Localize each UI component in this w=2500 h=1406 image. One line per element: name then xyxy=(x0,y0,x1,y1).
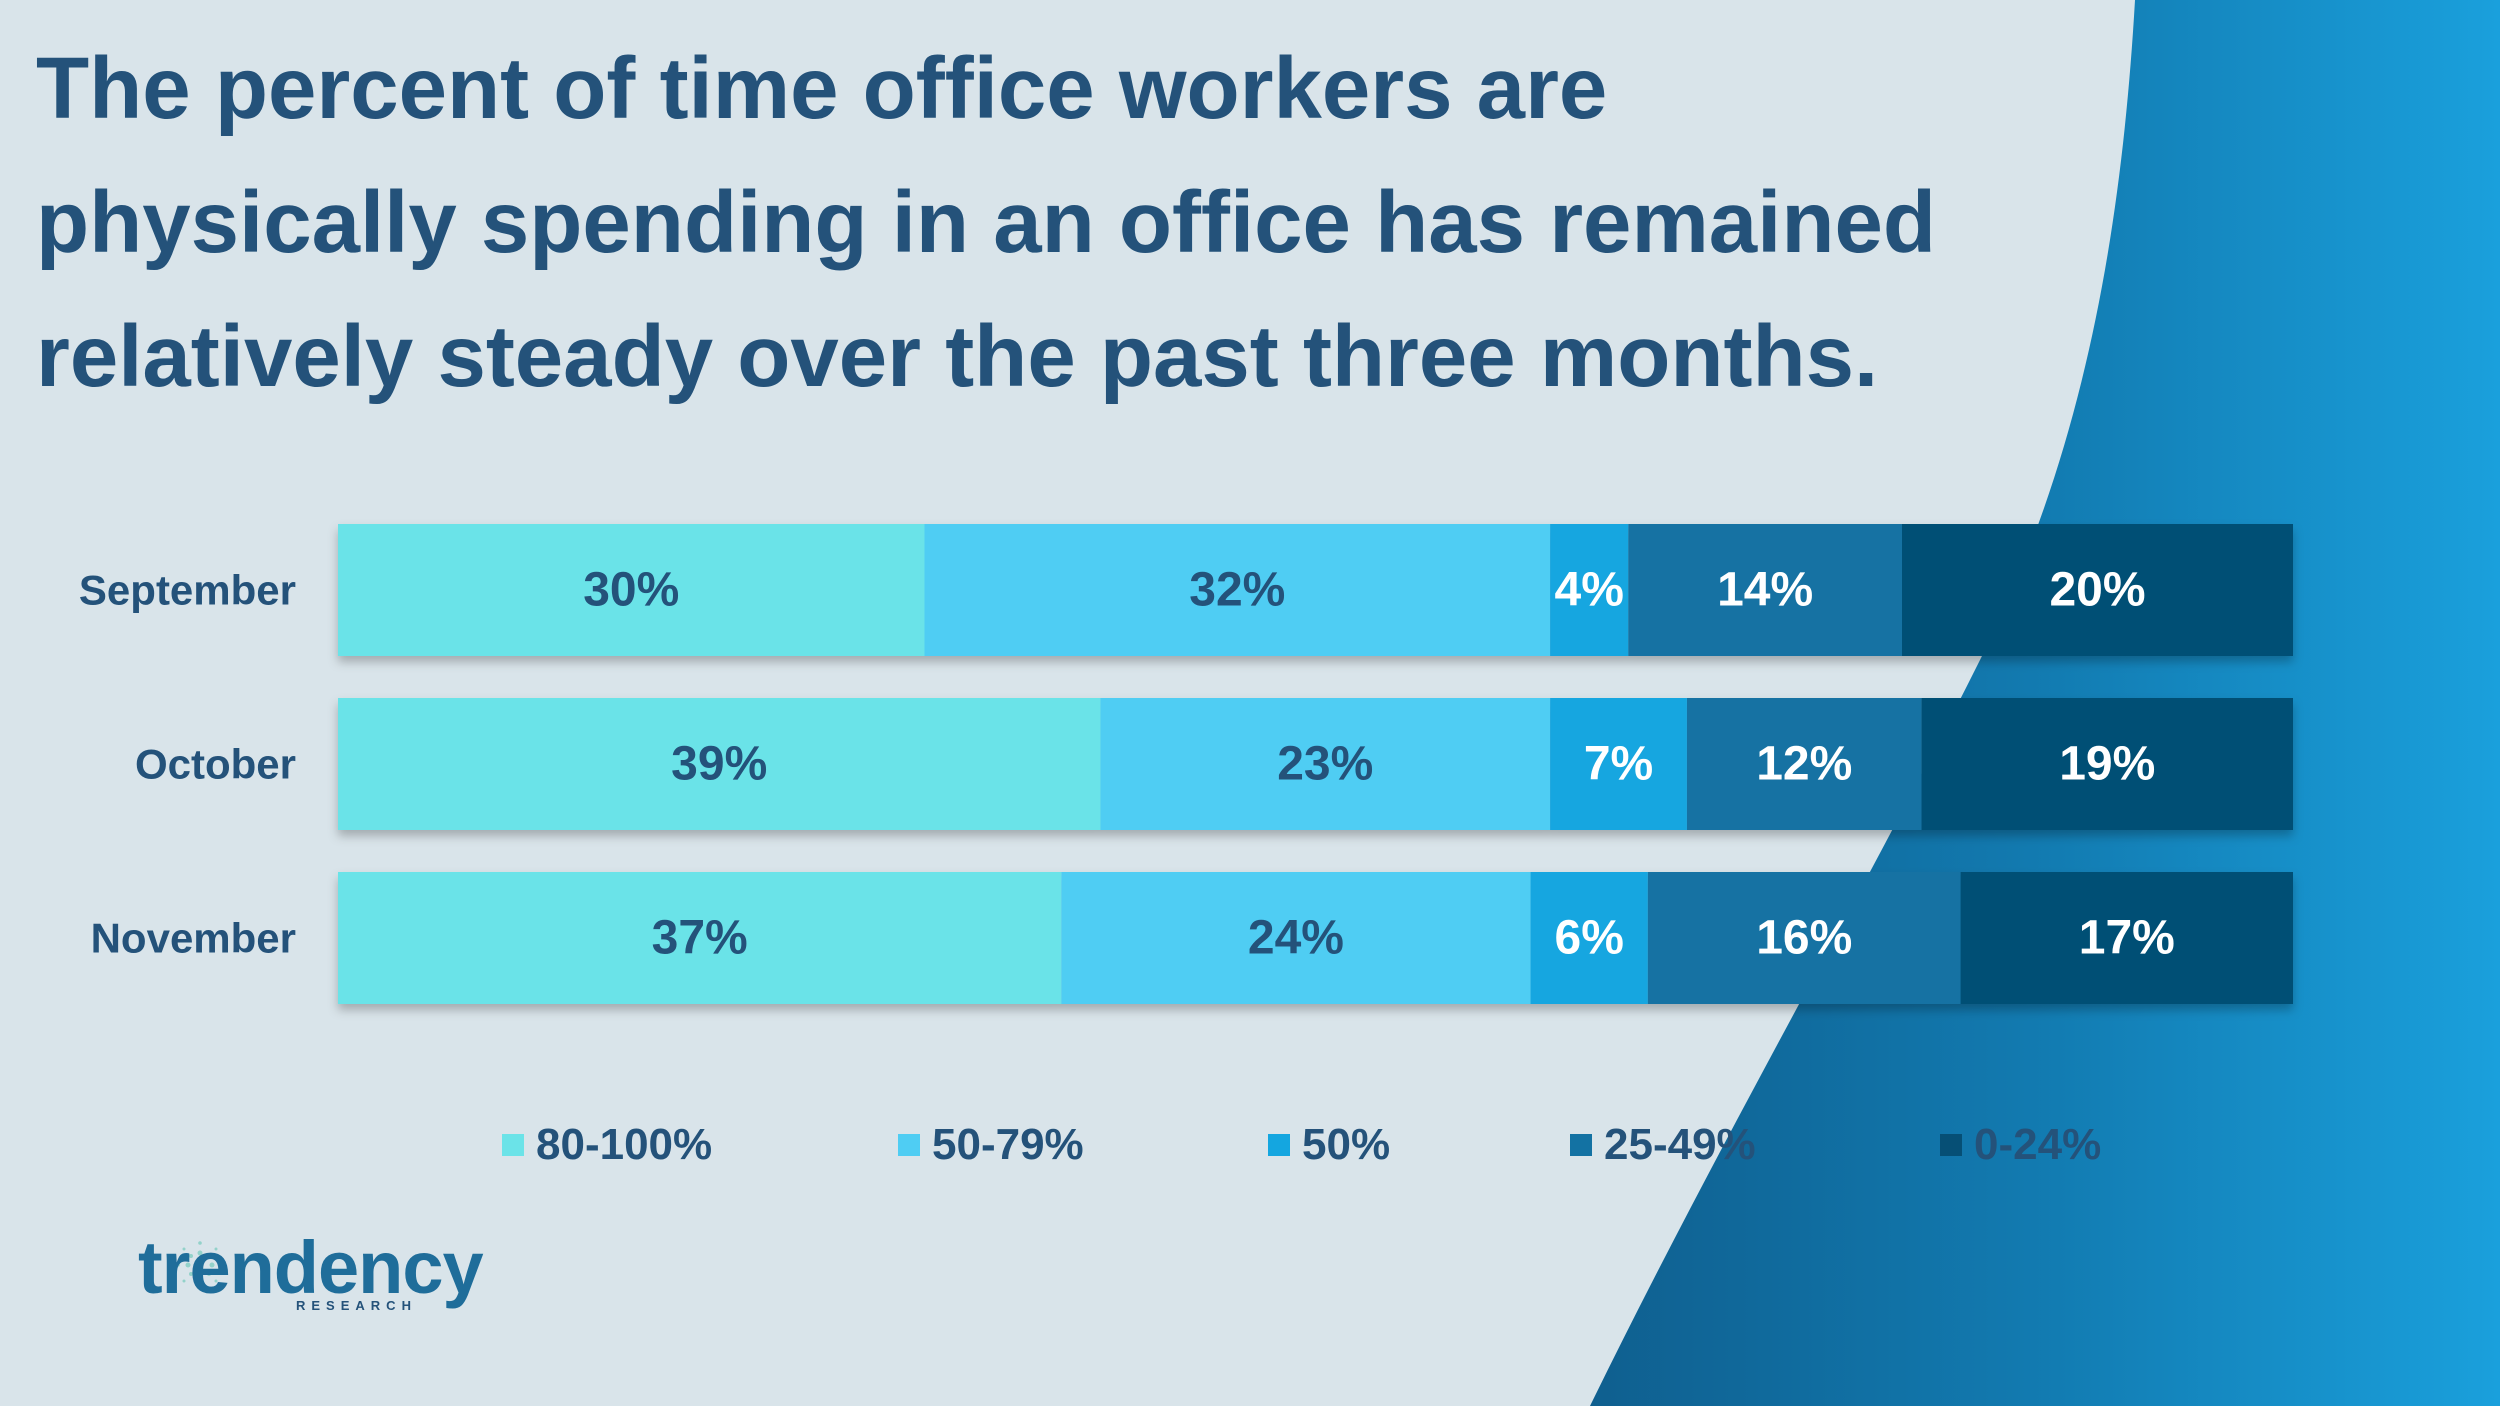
data-label: 16% xyxy=(1756,912,1852,965)
bar-segment xyxy=(1647,872,1961,1004)
data-label: 39% xyxy=(671,738,767,791)
title-line-2: physically spending in an office has rem… xyxy=(36,174,1937,271)
data-label: 32% xyxy=(1189,564,1285,617)
title-line-1: The percent of time office workers are xyxy=(36,40,1608,137)
logo-mark-icon xyxy=(176,1241,224,1289)
data-label: 19% xyxy=(2059,738,2155,791)
logo-subtitle: RESEARCH xyxy=(296,1298,417,1313)
bar-segment xyxy=(1550,524,1629,656)
data-label: 37% xyxy=(652,912,748,965)
legend-item-50-79: 50-79% xyxy=(898,1120,1084,1170)
legend-swatch xyxy=(1570,1134,1592,1156)
chart-title: The percent of time office workers are p… xyxy=(36,22,2136,424)
category-label: October xyxy=(135,741,296,788)
bar-segment xyxy=(338,698,1101,830)
bar-segment xyxy=(1902,524,2293,656)
bar-segment xyxy=(338,872,1062,1004)
data-label: 23% xyxy=(1277,738,1373,791)
legend-label: 80-100% xyxy=(536,1120,713,1169)
bar-segment xyxy=(1960,872,2293,1004)
chart-legend: 80-100% 50-79% 50% 25-49% 0-24% xyxy=(0,1120,2500,1170)
bar-segment xyxy=(338,524,925,656)
bar-segment xyxy=(1550,698,1687,830)
data-label: 20% xyxy=(2049,564,2145,617)
legend-label: 50-79% xyxy=(932,1120,1084,1169)
legend-label: 50% xyxy=(1302,1120,1391,1169)
legend-item-25-49: 25-49% xyxy=(1570,1120,1756,1170)
data-label: 6% xyxy=(1555,912,1624,965)
bar-segment xyxy=(924,524,1551,656)
legend-item-50: 50% xyxy=(1268,1120,1390,1170)
legend-item-0-24: 0-24% xyxy=(1940,1120,2101,1170)
legend-swatch xyxy=(502,1134,524,1156)
data-label: 14% xyxy=(1717,564,1813,617)
bar-segment xyxy=(1686,698,1922,830)
data-label: 24% xyxy=(1248,912,1344,965)
legend-swatch xyxy=(1940,1134,1962,1156)
data-label: 7% xyxy=(1584,738,1653,791)
legend-swatch xyxy=(1268,1134,1290,1156)
data-label: 4% xyxy=(1555,564,1624,617)
category-label: November xyxy=(91,915,296,962)
data-label: 17% xyxy=(2079,912,2175,965)
bar-row-november xyxy=(338,872,2293,1004)
legend-label: 25-49% xyxy=(1604,1120,1756,1169)
bar-segment xyxy=(1628,524,1902,656)
legend-swatch xyxy=(898,1134,920,1156)
bar-row-october xyxy=(338,698,2293,830)
data-label: 12% xyxy=(1756,738,1852,791)
logo: trendency xyxy=(138,1226,484,1309)
bar-segment xyxy=(1530,872,1648,1004)
title-line-3: relatively steady over the past three mo… xyxy=(36,308,1879,405)
bar-segment xyxy=(1921,698,2293,830)
bar-row-september xyxy=(338,524,2293,656)
legend-item-80-100: 80-100% xyxy=(502,1120,712,1170)
category-label: September xyxy=(79,567,296,614)
bar-segment xyxy=(1100,698,1551,830)
bar-segment xyxy=(1061,872,1531,1004)
legend-label: 0-24% xyxy=(1974,1120,2102,1169)
data-label: 30% xyxy=(583,564,679,617)
